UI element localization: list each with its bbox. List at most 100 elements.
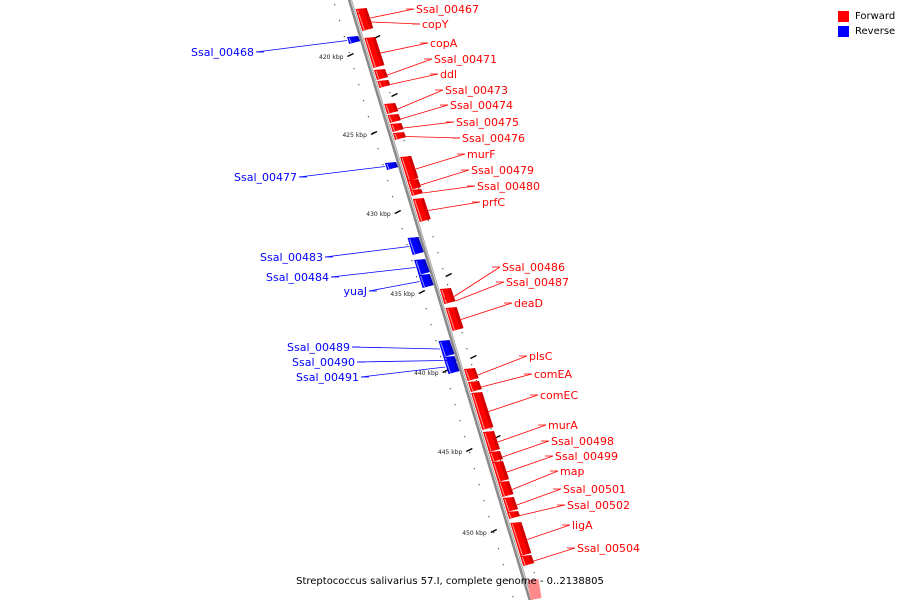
minor-dot [432, 236, 434, 238]
gene-label-ssal-00483[interactable]: Ssal_00483 [260, 246, 410, 265]
gene-blocks[interactable] [347, 8, 542, 600]
gene-label-ssal-00475[interactable]: Ssal_00475 [403, 116, 519, 129]
gene-label-ssal-00504[interactable]: Ssal_00504 [533, 542, 640, 562]
gene-ssal-00474[interactable] [387, 114, 401, 123]
gene-label-ssal-00477[interactable]: Ssal_00477 [234, 166, 386, 185]
leader-line [527, 524, 571, 540]
gene-comea[interactable] [467, 381, 482, 392]
minor-dot [502, 564, 504, 566]
gene-label-prfc[interactable]: prfC [428, 196, 505, 211]
gene-ddl[interactable] [377, 80, 391, 88]
gene-prfc[interactable] [412, 198, 431, 222]
gene-ssal-00502[interactable] [507, 511, 521, 519]
gene-ssal-00468[interactable] [347, 36, 361, 44]
gene-label-ssal-00498[interactable]: Ssal_00498 [502, 435, 614, 458]
gene-label-comec[interactable]: comEC [488, 389, 579, 412]
gene-label-ssal-00467[interactable]: Ssal_00467 [370, 3, 479, 19]
gene-name: Ssal_00502 [567, 499, 630, 512]
gene-ssal-00484[interactable] [414, 259, 430, 275]
gene-label-ssal-00490[interactable]: Ssal_00490 [292, 356, 444, 369]
gene-ssal-00475[interactable] [390, 123, 404, 132]
gene-shade [418, 189, 423, 194]
gene-label-copy[interactable]: copY [371, 18, 449, 31]
minor-dot [468, 452, 471, 454]
gene-label-ssal-00501[interactable]: Ssal_00501 [516, 483, 626, 506]
gene-map[interactable] [497, 481, 514, 497]
gene-label-liga[interactable]: ligA [527, 519, 593, 540]
gene-label-ssal-00476[interactable]: Ssal_00476 [405, 132, 525, 145]
gene-highlight [394, 133, 398, 140]
gene-ssal-00498[interactable] [488, 451, 503, 462]
genome-caption: Streptococcus salivarius 57.I, complete … [296, 576, 604, 587]
gene-ssal-00477[interactable] [384, 162, 399, 170]
gene-name: Ssal_00468 [191, 46, 254, 59]
gene-label-mura[interactable]: murA [497, 419, 578, 443]
gene-label-ssal-00491[interactable]: Ssal_00491 [296, 366, 446, 384]
gene-copa[interactable] [364, 37, 385, 68]
gene-highlight [444, 298, 447, 304]
gene-label-ssal-00474[interactable]: Ssal_00474 [400, 99, 513, 120]
minor-dot [459, 420, 461, 422]
gene-murf[interactable] [400, 156, 419, 181]
gene-label-map[interactable]: map [512, 465, 584, 490]
gene-label-ssal-00480[interactable]: Ssal_00480 [422, 180, 540, 194]
gene-comec[interactable] [471, 392, 494, 430]
gene-label-ssal-00502[interactable]: Ssal_00502 [519, 499, 630, 516]
gene-ssal-00473[interactable] [384, 103, 399, 114]
gene-label-ssal-00489[interactable]: Ssal_00489 [287, 341, 440, 354]
gene-label-ddl[interactable]: ddl [390, 68, 457, 85]
gene-liga[interactable] [510, 522, 532, 556]
gene-label-ssal-00468[interactable]: Ssal_00468 [191, 40, 348, 60]
gene-ssal-00480[interactable] [410, 189, 423, 196]
leader-line [533, 547, 576, 562]
gene-labels[interactable]: Ssal_00467 copY copA Ssal_00468 Ssal_00471dd… [191, 3, 640, 562]
gene-yuaj[interactable] [418, 274, 434, 288]
minor-dot [442, 268, 444, 270]
gene-label-ssal-00484[interactable]: Ssal_00484 [266, 267, 416, 285]
gene-ssal-00483[interactable] [407, 237, 424, 255]
gene-label-ssal-00499[interactable]: Ssal_00499 [506, 450, 618, 473]
gene-label-murf[interactable]: murF [415, 148, 496, 170]
gene-ssal-00489[interactable] [438, 340, 455, 357]
gene-ssal-00471[interactable] [373, 69, 388, 80]
gene-shade [398, 123, 404, 130]
gene-mura[interactable] [482, 431, 500, 452]
major-tick [418, 289, 426, 295]
gene-ssal-00504[interactable] [520, 555, 535, 566]
gene-label-copa[interactable]: copA [380, 37, 458, 54]
minor-dot [427, 220, 429, 222]
gene-highlight [385, 104, 390, 114]
gene-body [491, 461, 509, 482]
gene-label-ssal-00487[interactable]: Ssal_00487 [455, 276, 570, 302]
gene-dead[interactable] [445, 307, 464, 331]
gene-label-ssal-00486[interactable]: Ssal_00486 [453, 261, 565, 297]
gene-name: Ssal_00474 [450, 99, 513, 112]
gene-ssal-00487[interactable] [442, 297, 456, 304]
gene-label-ssal-00471[interactable]: Ssal_00471 [387, 53, 497, 76]
gene-highlight [511, 523, 523, 556]
leader-line [356, 360, 444, 363]
gene-ssal-00501[interactable] [502, 497, 519, 512]
gene-copy[interactable] [356, 12, 374, 31]
gene-ssal-00491[interactable] [444, 359, 460, 374]
gene-label-comea[interactable]: comEA [481, 368, 572, 388]
gene-label-plsc[interactable]: plsC [477, 350, 553, 376]
leader-line [488, 394, 539, 412]
gene-label-ssal-00479[interactable]: Ssal_00479 [420, 164, 534, 186]
gene-label-ssal-00473[interactable]: Ssal_00473 [397, 84, 508, 110]
minor-dot [454, 404, 456, 406]
gene-label-yuaj[interactable]: yuaJ [344, 281, 420, 299]
gene-name: Ssal_00483 [260, 251, 323, 264]
gene-ssal-00476[interactable] [392, 132, 407, 140]
gene-ssal-00499[interactable] [491, 461, 509, 482]
minor-dot [449, 388, 451, 390]
minor-dot [507, 580, 509, 582]
gene-plsc[interactable] [463, 368, 479, 381]
gene-highlight [440, 341, 446, 357]
gene-highlight [445, 360, 451, 374]
gene-name: copY [422, 18, 449, 31]
gene-ssal-00479[interactable] [407, 179, 422, 190]
gene-label-dead[interactable]: deaD [460, 297, 543, 320]
minor-dot [440, 356, 442, 358]
